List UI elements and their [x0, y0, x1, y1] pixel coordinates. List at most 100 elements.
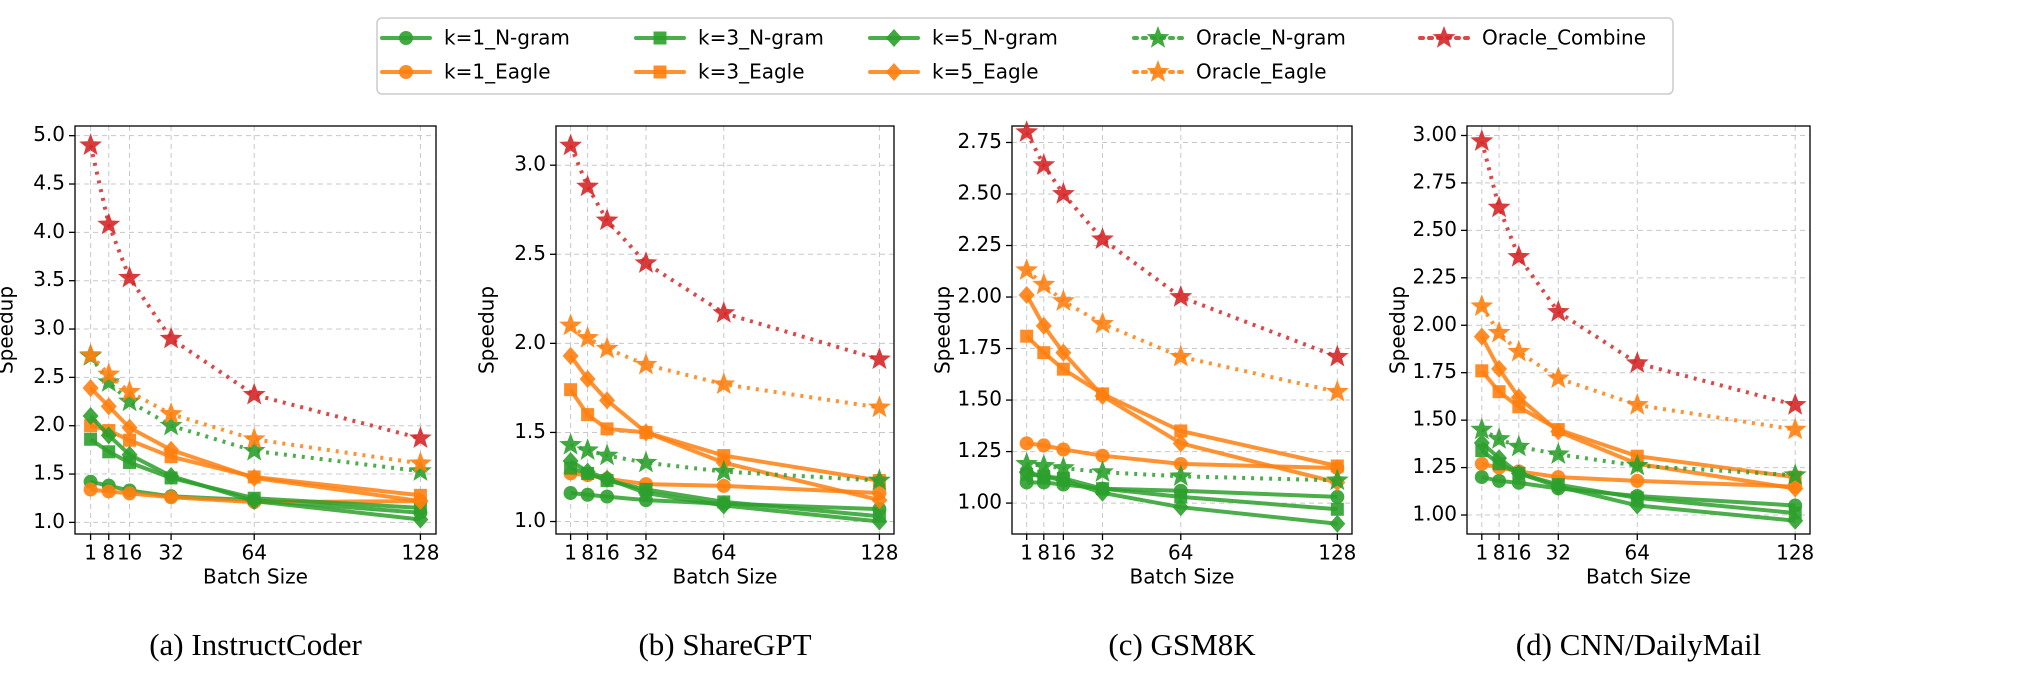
data-point	[409, 459, 432, 481]
data-point	[101, 484, 116, 499]
data-point	[1474, 470, 1489, 485]
data-point	[1035, 316, 1052, 335]
data-point	[118, 389, 141, 412]
data-point	[1330, 459, 1344, 473]
data-point	[595, 443, 619, 466]
data-point	[1325, 344, 1349, 367]
x-tick-label: 1	[84, 541, 97, 565]
x-tick-label: 32	[633, 541, 658, 565]
data-point	[246, 468, 263, 487]
y-tick-label: 2.25	[1412, 264, 1457, 288]
data-point	[1015, 451, 1039, 474]
data-point	[715, 496, 732, 515]
data-point	[1174, 424, 1188, 438]
data-point	[1094, 386, 1111, 405]
data-point	[1037, 346, 1051, 360]
data-point	[634, 450, 658, 473]
data-point	[1015, 120, 1039, 142]
data-point	[1052, 456, 1075, 478]
x-tick-label: 8	[581, 541, 594, 565]
legend-label: Oracle_Eagle	[1196, 60, 1327, 84]
data-point	[1507, 244, 1531, 267]
data-point	[122, 486, 137, 501]
data-point	[1325, 468, 1349, 491]
data-point	[1510, 464, 1527, 483]
y-tick-label: 4.0	[33, 219, 65, 243]
y-tick-label: 1.00	[1412, 502, 1457, 526]
x-tick-label: 32	[1546, 541, 1571, 565]
series-line	[1026, 461, 1338, 483]
data-point	[637, 484, 654, 503]
data-point	[1487, 195, 1511, 218]
data-point	[712, 372, 736, 394]
x-tick-label: 64	[711, 541, 736, 565]
data-point	[242, 427, 266, 449]
data-point	[1487, 320, 1511, 343]
data-point	[100, 397, 117, 416]
legend-marker	[886, 29, 902, 47]
legend-label: k=3_N-gram	[698, 26, 824, 50]
data-point	[1787, 511, 1804, 530]
data-point	[118, 379, 141, 402]
data-point	[409, 426, 432, 448]
series-line	[1479, 140, 1796, 407]
data-point	[163, 440, 180, 459]
data-point	[564, 383, 578, 397]
data-point	[159, 326, 183, 349]
data-point	[1783, 463, 1807, 485]
data-point	[580, 487, 595, 502]
legend-marker	[653, 31, 667, 45]
data-point	[1015, 258, 1039, 280]
data-point	[1169, 344, 1193, 367]
data-point	[1474, 456, 1489, 471]
y-tick-label: 1.75	[1412, 359, 1457, 383]
chart-panel: 1.00 1.25 1.50 1.75 2.00 2.25 2.50 2.75 3.00 1 8 16…	[1386, 122, 1815, 662]
data-point	[1507, 339, 1531, 362]
y-tick-label: 1.25	[1412, 454, 1457, 478]
data-point	[102, 445, 116, 459]
y-axis-label: Speedup	[931, 286, 955, 374]
caption: (b) ShareGPT	[638, 627, 811, 662]
data-point	[712, 301, 736, 323]
data-point	[1550, 477, 1567, 496]
data-point	[563, 486, 578, 501]
x-tick-label: 128	[1318, 541, 1356, 565]
data-point	[1020, 329, 1034, 343]
data-point	[868, 395, 891, 418]
y-tick-label: 1.0	[514, 508, 546, 532]
data-point	[84, 419, 98, 433]
data-point	[409, 451, 432, 474]
data-point	[600, 422, 614, 436]
data-point	[595, 336, 619, 359]
data-point	[1172, 434, 1189, 453]
data-point	[246, 492, 263, 511]
data-point	[79, 343, 102, 365]
data-point	[1172, 498, 1189, 517]
y-tick-label: 1.25	[957, 438, 1002, 462]
y-axis-label: Speedup	[475, 286, 499, 374]
y-axis-label: Speedup	[1386, 286, 1410, 374]
data-point	[1473, 433, 1490, 452]
data-point	[716, 478, 731, 493]
data-point	[1094, 483, 1111, 502]
data-point	[242, 382, 266, 405]
legend-label: k=3_Eagle	[698, 60, 805, 84]
x-tick-label: 16	[117, 541, 142, 565]
y-tick-label: 2.50	[1412, 217, 1457, 241]
data-point	[712, 459, 736, 482]
data-point	[1629, 496, 1646, 515]
data-point	[1492, 473, 1507, 488]
legend-marker	[399, 65, 413, 79]
data-point	[412, 510, 429, 529]
legend-marker	[653, 65, 667, 79]
legend-label: k=1_N-gram	[444, 26, 570, 50]
data-point	[242, 438, 266, 461]
chart-panel: 1.0 1.5 2.0 2.5 3.0 1 8 16 32 64 128 Batch Size Spee…	[475, 125, 899, 662]
data-point	[84, 432, 98, 446]
data-point	[562, 346, 579, 365]
x-tick-label: 64	[1625, 541, 1650, 565]
data-point	[579, 462, 596, 481]
series-line	[568, 144, 880, 362]
x-axis-label: Batch Size	[1130, 565, 1235, 589]
